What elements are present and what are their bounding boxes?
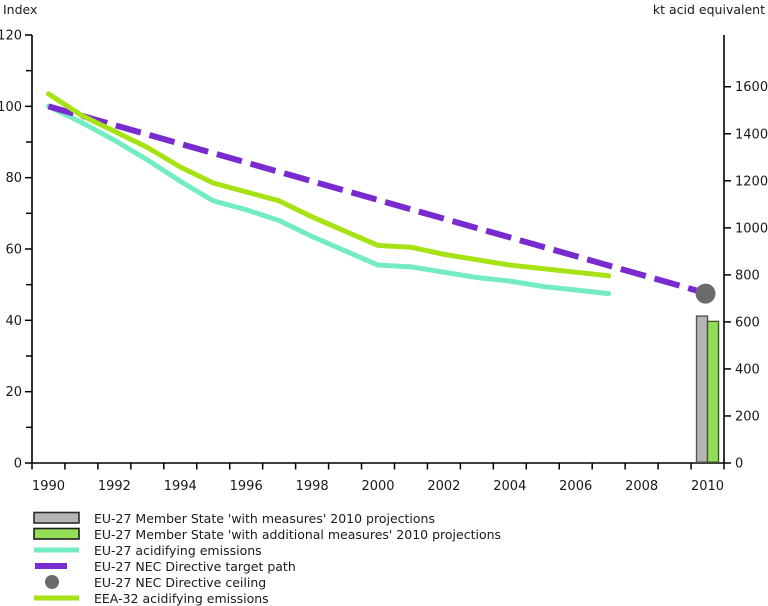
right-axis-tick-label: 1400: [735, 127, 768, 142]
left-axis-tick-label: 40: [5, 314, 22, 329]
right-axis-tick-label: 0: [735, 457, 743, 472]
left-axis-tick-label: 100: [0, 100, 22, 115]
left-axis-tick-label: 20: [5, 385, 22, 400]
x-axis-tick-label: 2002: [427, 479, 460, 494]
legend-item: EU-27 Member State 'with measures' 2010 …: [33, 510, 743, 526]
x-axis-tick-label: 2000: [361, 479, 394, 494]
x-axis-tick-label: 1998: [296, 479, 329, 494]
x-axis-tick-label: 1994: [164, 479, 197, 494]
left-axis-tick-label: 60: [5, 243, 22, 258]
chart-legend: EU-27 Member State 'with measures' 2010 …: [33, 510, 743, 606]
right-axis-tick-label: 400: [735, 362, 760, 377]
legend-swatch-bar-icon: [33, 511, 80, 524]
legend-item: EU-27 Member State 'with additional meas…: [33, 526, 743, 542]
right-axis-tick-label: 1600: [735, 80, 768, 95]
right-axis-tick-label: 800: [735, 268, 760, 283]
left-axis-tick-label: 80: [5, 171, 22, 186]
left-axis-tick-label: 0: [14, 457, 22, 472]
series-eu-27-nec-directive-target-path: [47, 103, 709, 297]
bar-with-additional-measures: [706, 320, 720, 463]
left-axis-tick-label: 120: [0, 29, 22, 44]
legend-item: EU-27 acidifying emissions: [33, 542, 743, 558]
legend-label: EU-27 Member State 'with measures' 2010 …: [94, 510, 435, 526]
nec-ceiling-dot: [695, 283, 716, 304]
right-axis-tick-label: 600: [735, 315, 760, 330]
x-axis-tick-label: 2008: [625, 479, 658, 494]
x-axis-tick-label: 1992: [98, 479, 131, 494]
legend-item: EU-27 NEC Directive ceiling: [33, 574, 743, 590]
x-axis-tick-label: 2006: [559, 479, 592, 494]
legend-swatch-bar-icon: [33, 527, 80, 540]
right-axis-title: kt acid equivalent: [652, 2, 765, 17]
bar-with-measures: [695, 315, 709, 463]
x-axis-tick-label: 2010: [691, 479, 724, 494]
right-axis-tick-label: 1200: [735, 174, 768, 189]
legend-label: EU-27 acidifying emissions: [94, 542, 262, 558]
left-axis-title: Index: [3, 2, 38, 17]
legend-item: EEA-32 acidifying emissions: [33, 590, 743, 606]
series-eu-27-acidifying-emissions: [45, 103, 612, 297]
series-eea-32-acidifying-emissions: [45, 91, 612, 279]
acidifying-emissions-chart: 0204060801001200200400600800100012001400…: [0, 29, 768, 495]
legend-item: EU-27 NEC Directive target path: [33, 558, 743, 574]
legend-swatch-dash-icon: [35, 563, 67, 569]
legend-label: EU-27 NEC Directive target path: [94, 558, 296, 574]
legend-swatch-line-icon: [34, 595, 79, 601]
x-axis-tick-label: 1996: [230, 479, 263, 494]
legend-swatch-line-icon: [34, 547, 79, 553]
legend-swatch-dot-icon: [45, 575, 59, 589]
x-axis-tick-label: 2004: [493, 479, 526, 494]
right-axis-tick-label: 1000: [735, 221, 768, 236]
x-axis-tick-label: 1990: [32, 479, 65, 494]
legend-label: EU-27 Member State 'with additional meas…: [94, 526, 502, 542]
legend-label: EU-27 NEC Directive ceiling: [94, 574, 267, 590]
right-axis-tick-label: 200: [735, 409, 760, 424]
legend-label: EEA-32 acidifying emissions: [94, 590, 269, 606]
